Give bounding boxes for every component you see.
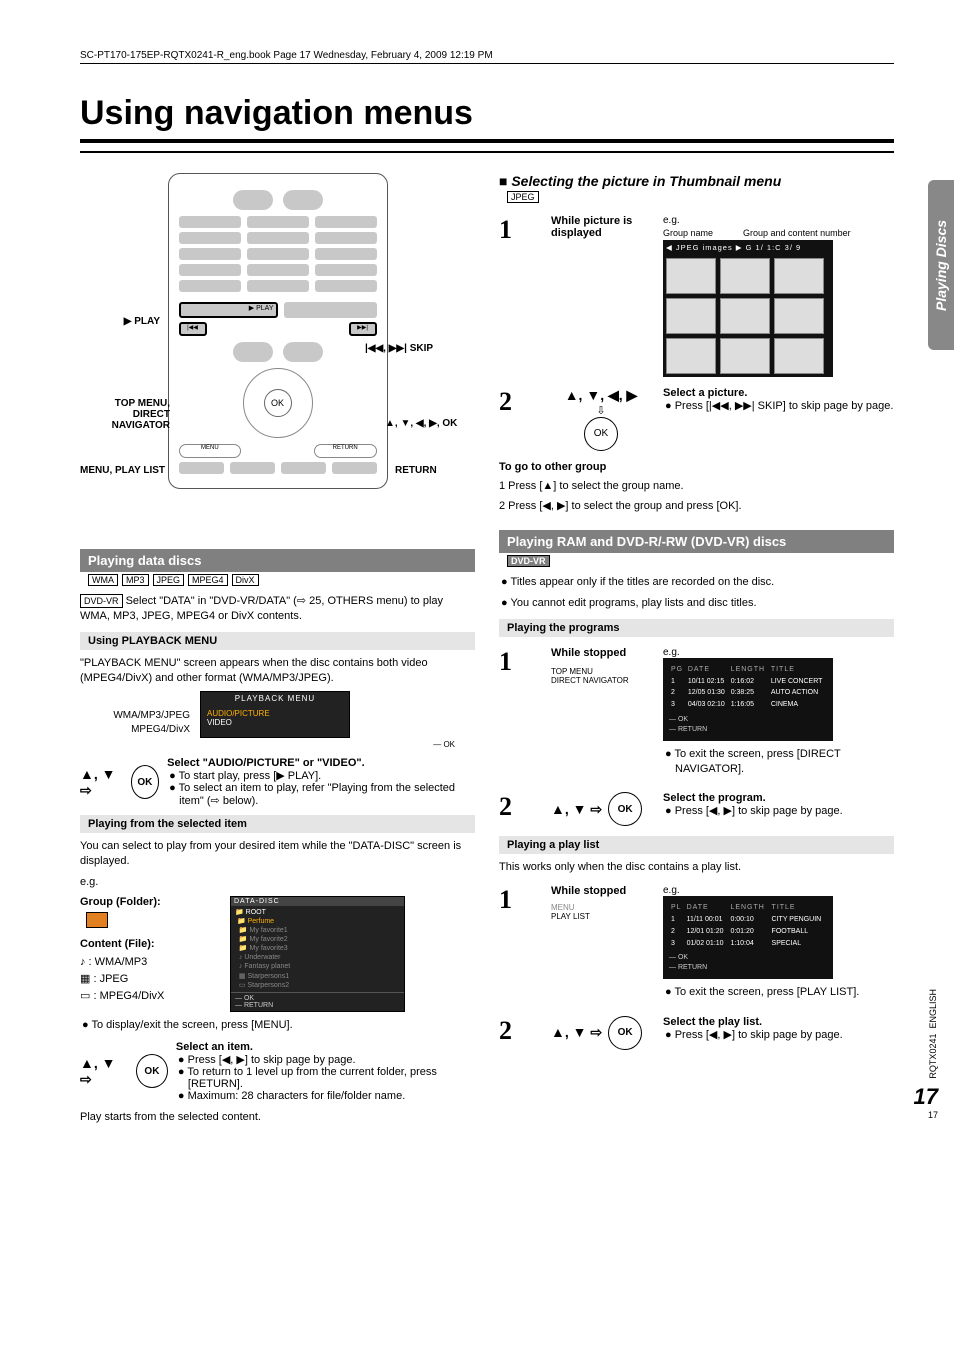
step2-b1: ● Press [|◀◀, ▶▶| SKIP] to skip page by … [663,399,894,412]
dpad: OK [243,368,313,438]
step1-label: While picture is displayed [551,215,651,239]
tg2: 2 Press [◀, ▶] to select the group and p… [499,499,894,514]
pl-step2-head: Select the play list. [663,1016,894,1028]
exit-pl: ● To exit the screen, press [PLAY LIST]. [663,985,894,1000]
thumb-strip: ◀ JPEG images ▶ G 1/ 1:C 3/ 9 [663,240,833,377]
remote-label-skip: |◀◀, ▶▶| SKIP [365,343,475,354]
remote-label-return: RETURN [395,465,475,476]
page-footer: RQTX0241 ENGLISH 17 17 [914,989,938,1121]
step-2-thumb: 2 [499,387,512,416]
book-header-line: SC-PT170-175EP-RQTX0241-R_eng.book Page … [80,50,894,64]
dvdvr-note: DVD-VR Select "DATA" in "DVD-VR/DATA" (⇨… [80,594,475,624]
nav-row-item: ▲, ▼ ⇨ OK Select an item. ● Press [◀, ▶]… [80,1041,475,1102]
step-1-prog: 1 [499,647,512,676]
ok-dial-prog: OK [608,792,642,826]
data-disc-box: DATA-DISC 📁 ROOT 📁 Perfume 📁 My favorite… [230,896,405,1012]
eg-pl: e.g. [663,885,894,896]
playback-menu-box: PLAYBACK MENU AUDIO/PICTURE VIDEO [200,691,350,738]
ok-dial-pl: OK [608,1016,642,1050]
prog-step2-head: Select the program. [663,792,894,804]
step-1-pl: 1 [499,885,512,914]
ok-dial-thumb: OK [584,417,618,451]
remote-label-menu-playlist: MENU, PLAY LIST [80,465,190,476]
jpeg-badge: JPEG [507,191,539,203]
sub-playing-from-selected: Playing from the selected item [80,815,475,833]
thumbnail-grid [666,258,830,374]
jpeg-icon-row: ▦ : JPEG [80,972,210,985]
group-name-label: Group name [663,228,713,238]
side-tab: Playing Discs [928,180,954,350]
playlist-table-box: PLDATELENGTHTITLE 111/11 00:010:00:10CIT… [663,896,833,979]
wma-mp3-icon-row: ♪ : WMA/MP3 [80,956,210,968]
step-2-prog: 2 [499,792,512,821]
group-content-label: Group and content number [743,228,851,238]
eg-label-thumb: e.g. [663,215,894,226]
dvdvr-badge: DVD-VR [507,555,550,567]
page-title: Using navigation menus [80,94,894,133]
sub-playing-programs: Playing the programs [499,619,894,637]
pb-left-label-bot: MPEG4/DivX [80,723,190,737]
tg1: 1 Press [▲] to select the group name. [499,479,894,494]
remote-label-topmenu: TOP MENU, DIRECT NAVIGATOR [80,398,170,431]
remote-label-play: ▶ PLAY [80,316,160,327]
section-playing-data-discs: Playing data discs [80,549,475,572]
program-table-box: PGDATELENGTHTITLE 110/11 02:150:16:02LIV… [663,658,833,741]
format-badges: WMA MP3 JPEG MPEG4 DivX [80,572,475,588]
thumbnail-heading: ■ Selecting the picture in Thumbnail men… [499,173,894,189]
step2-head: Select a picture. [663,387,894,399]
ram-b2: ● You cannot edit programs, play lists a… [499,596,894,611]
title-underline [80,139,894,153]
step-1-thumb: 1 [499,215,512,244]
eg-prog: e.g. [663,647,894,658]
exit-dn: ● To exit the screen, press [DIRECT NAVI… [663,747,894,777]
play-starts: Play starts from the selected content. [80,1110,475,1125]
to-other-group: To go to other group [499,461,894,473]
remote-label-nav: ▲, ▼, ◀, ▶, OK [385,418,475,429]
sel-desc: You can select to play from your desired… [80,839,475,869]
while-stopped-2: While stopped [551,885,651,897]
pb-left-label-top: WMA/MP3/JPEG [80,709,190,723]
remote-illustration: ▶ PLAY |◀◀ ▶▶| OK MENU R [168,173,388,489]
folder-icon [86,912,108,928]
prog-step2-b1: ● Press [◀, ▶] to skip page by page. [663,804,894,817]
ok-dial: OK [131,765,160,799]
section-playing-ram: Playing RAM and DVD-R/-RW (DVD-VR) discs [499,530,894,553]
display-exit-note: ● To display/exit the screen, press [MEN… [80,1018,475,1033]
nav-row-ap: ▲, ▼ ⇨ OK Select "AUDIO/PICTURE" or "VID… [80,757,475,807]
sub-playing-playlist: Playing a play list [499,836,894,854]
prog-step2-sym: ▲, ▼ ⇨ [551,801,602,818]
while-stopped-1: While stopped [551,647,651,659]
step-2-pl: 2 [499,1016,512,1045]
eg-label: e.g. [80,875,475,890]
pl-step2-b1: ● Press [◀, ▶] to skip page by page. [663,1028,894,1041]
ram-b1: ● Titles appear only if the titles are r… [499,575,894,590]
group-folder-label: Group (Folder): [80,896,210,908]
mpeg4-icon-row: ▭ : MPEG4/DivX [80,989,210,1002]
sub-using-playback-menu: Using PLAYBACK MENU [80,632,475,650]
playlist-desc: This works only when the disc contains a… [499,860,894,875]
content-file-label: Content (File): [80,938,210,950]
pb-menu-desc: "PLAYBACK MENU" screen appears when the … [80,656,475,686]
step2-sym: ▲, ▼, ◀, ▶ [551,387,651,404]
pl-step2-sym: ▲, ▼ ⇨ [551,1024,602,1041]
